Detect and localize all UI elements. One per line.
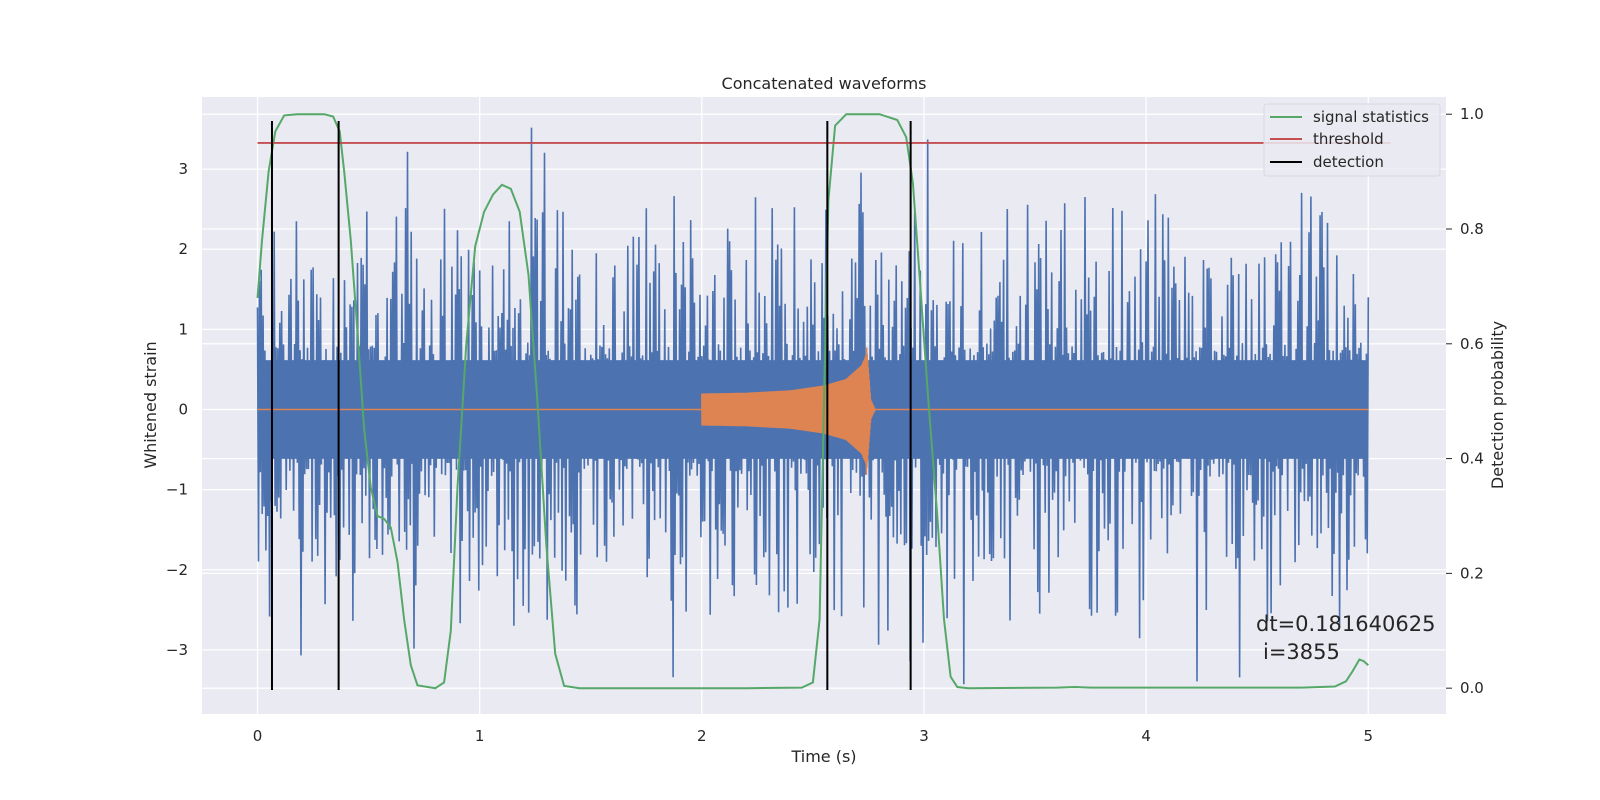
x-axis-label: Time (s) xyxy=(790,747,856,766)
series-layer xyxy=(256,113,1391,690)
y-tick-label: 3 xyxy=(178,160,188,178)
series-template-chirp xyxy=(701,347,876,475)
y2-tick-label: 0.8 xyxy=(1460,220,1484,238)
legend-label-signal-statistics: signal statistics xyxy=(1313,108,1429,126)
legend-box xyxy=(1263,103,1441,177)
legend-label-detection: detection xyxy=(1313,153,1384,171)
y2-tick-label: 0.4 xyxy=(1460,450,1484,468)
chart-title: Concatenated waveforms xyxy=(722,74,927,93)
y-tick-label: −3 xyxy=(166,641,188,659)
y-tick-label: −2 xyxy=(166,561,188,579)
y2-tick-label: 1.0 xyxy=(1460,105,1484,123)
x-tick-label: 2 xyxy=(697,727,707,745)
x-tick-label: 3 xyxy=(919,727,929,745)
legend: signal statistics threshold detection xyxy=(1263,103,1441,177)
series-signal-statistics-line xyxy=(256,113,1369,690)
x-axis-ticks: 0 1 2 3 4 5 xyxy=(253,727,1373,745)
y-axis-ticks: −3 −2 −1 0 1 2 3 xyxy=(166,160,188,659)
x-tick-label: 4 xyxy=(1141,727,1151,745)
y-tick-label: 0 xyxy=(178,401,188,419)
y-tick-label: 2 xyxy=(178,240,188,258)
x-tick-label: 5 xyxy=(1363,727,1373,745)
annotation-i: i=3855 xyxy=(1263,640,1340,664)
y2-tick-label: 0.0 xyxy=(1460,679,1484,697)
y2-tick-label: 0.2 xyxy=(1460,564,1484,582)
y-tick-label: 1 xyxy=(178,320,188,338)
x-tick-label: 1 xyxy=(475,727,485,745)
y2-axis-ticks: 0.0 0.2 0.4 0.6 0.8 1.0 xyxy=(1446,105,1484,697)
legend-label-threshold: threshold xyxy=(1313,130,1384,148)
y2-tick-label: 0.6 xyxy=(1460,335,1484,353)
y-tick-label: −1 xyxy=(166,481,188,499)
y2-axis-label: Detection probability xyxy=(1488,321,1507,489)
x-tick-label: 0 xyxy=(253,727,263,745)
y-axis-label: Whitened strain xyxy=(141,341,160,468)
annotation-dt: dt=0.181640625 xyxy=(1256,612,1435,636)
